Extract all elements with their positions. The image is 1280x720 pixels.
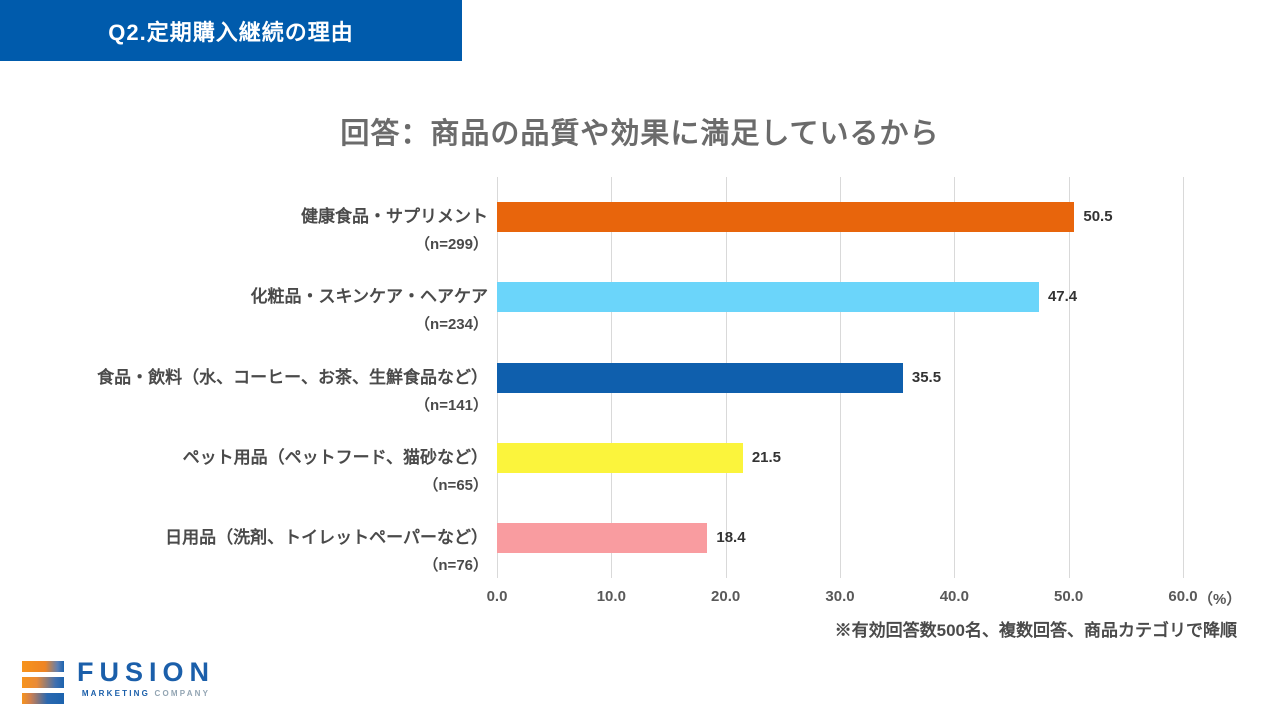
category-sample-size: （n=141）	[415, 396, 488, 414]
bar	[497, 442, 743, 473]
chart-title: 回答：商品の品質や効果に満足しているから	[340, 118, 940, 150]
chart-footnote: ※有効回答数500名、複数回答、商品カテゴリで降順	[834, 621, 1237, 640]
fusion-logo-mark-icon	[22, 657, 64, 704]
category-sample-size: （n=299）	[415, 236, 488, 254]
x-axis-tick-label: 20.0	[711, 588, 741, 605]
plot-area: 50.5 47.4 35.5 21.5 18.4	[497, 177, 1184, 578]
category-name: 健康食品・サプリメント	[301, 207, 488, 227]
x-axis-unit-label: （%）	[1198, 591, 1242, 608]
category-sample-size: （n=76）	[423, 556, 488, 574]
question-banner: Q2.定期購入継続の理由	[0, 0, 462, 61]
fusion-logo-subtitle-light: COMPANY	[154, 689, 211, 698]
category-name: 食品・飲料（水、コーヒー、お茶、生鮮食品など）	[97, 367, 488, 387]
logo-bar-icon	[22, 677, 64, 688]
fusion-logo-text: FUSION MARKETING COMPANY	[77, 657, 215, 704]
category-name: ペット用品（ペットフード、猫砂など）	[182, 447, 488, 467]
bar-value-label: 21.5	[751, 448, 782, 466]
category-name: 化粧品・スキンケア・ヘアケア	[250, 287, 489, 307]
gridline	[954, 177, 956, 578]
bar	[497, 362, 903, 393]
x-axis-tick-label: 30.0	[825, 588, 855, 605]
bar	[497, 202, 1075, 233]
x-axis-tick-label: 10.0	[596, 588, 626, 605]
bar-value-label: 18.4	[716, 528, 746, 546]
x-axis-tick-label: 40.0	[939, 588, 969, 605]
logo-bar-icon	[22, 693, 64, 704]
gridline	[1068, 177, 1070, 578]
x-axis-tick-label: 50.0	[1054, 588, 1084, 605]
gridline	[1183, 177, 1184, 578]
category-label: ペット用品（ペットフード、猫砂など） （n=65）	[183, 443, 488, 496]
fusion-logo-subtitle-strong: MARKETING	[81, 689, 151, 698]
fusion-logo-subtitle: MARKETING COMPANY	[77, 689, 215, 698]
fusion-logo: FUSION MARKETING COMPANY	[22, 657, 215, 704]
logo-bar-icon	[22, 661, 64, 672]
bar-value-label: 50.5	[1083, 208, 1113, 226]
category-sample-size: （n=234）	[415, 316, 488, 334]
fusion-logo-name: FUSION	[77, 657, 216, 687]
category-label: 食品・飲料（水、コーヒー、お茶、生鮮食品など） （n=141）	[97, 363, 488, 416]
bar-value-label: 35.5	[911, 368, 942, 386]
category-label: 日用品（洗剤、トイレットペーパーなど） （n=76）	[165, 523, 488, 576]
bar	[497, 282, 1039, 313]
category-label: 化粧品・スキンケア・ヘアケア （n=234）	[251, 282, 489, 335]
x-axis-tick-label: 60.0	[1168, 588, 1198, 605]
category-name: 日用品（洗剤、トイレットペーパーなど）	[165, 527, 488, 547]
category-label: 健康食品・サプリメント （n=299）	[301, 202, 488, 255]
category-sample-size: （n=65）	[423, 476, 488, 494]
bar	[497, 522, 708, 553]
x-axis-tick-label: 0.0	[486, 588, 508, 605]
question-banner-label: Q2.定期購入継続の理由	[108, 19, 354, 45]
bar-value-label: 47.4	[1047, 288, 1078, 306]
